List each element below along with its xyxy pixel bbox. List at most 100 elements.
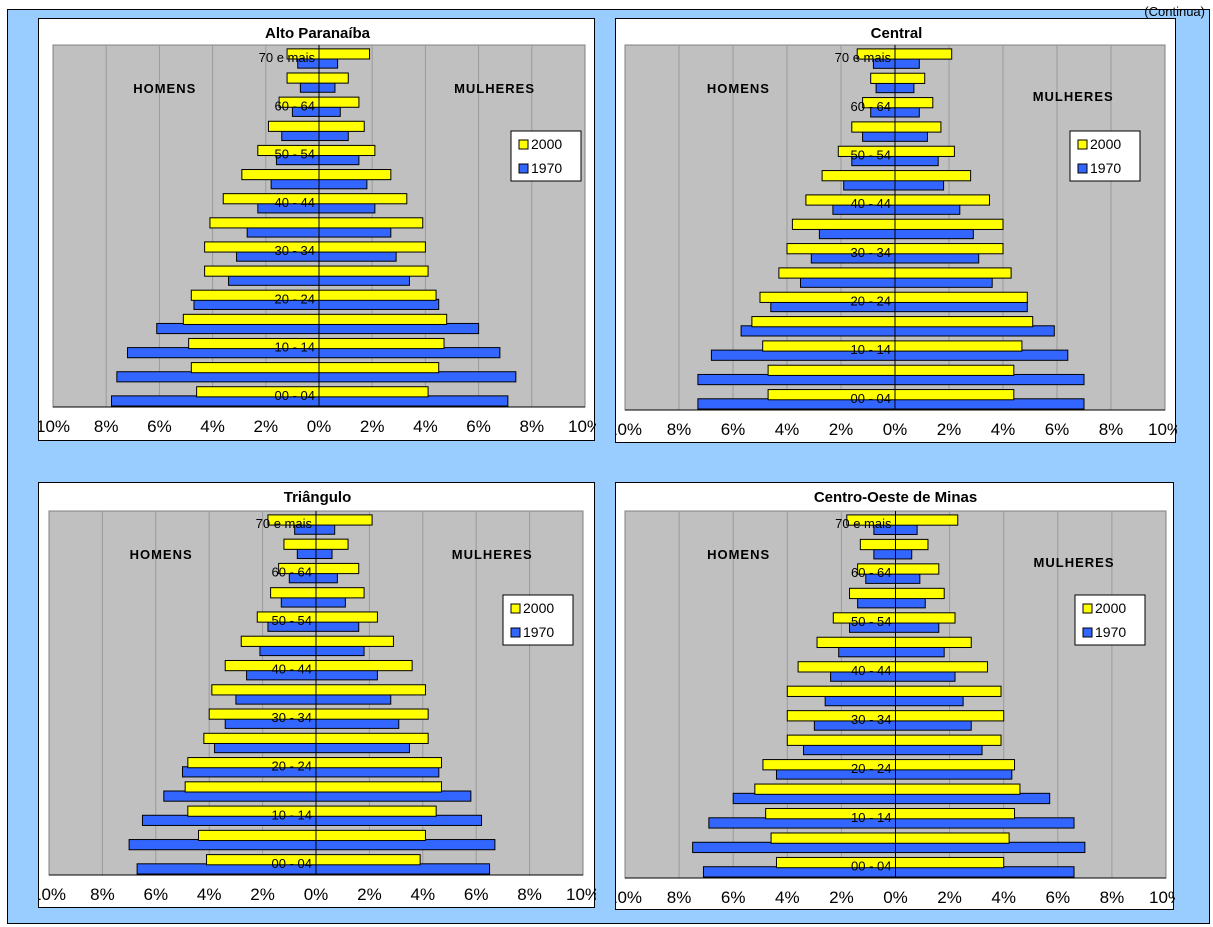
age-group-label: 60 - 64 (851, 565, 891, 580)
x-tick-label: 8% (1100, 888, 1125, 907)
bar-2000-men (286, 72, 320, 84)
legend: 2000 1970 (510, 130, 582, 182)
bar-2000-men (849, 587, 896, 600)
x-tick-label: 10% (616, 420, 642, 439)
bar-2000-women (315, 635, 394, 647)
bar-1970-women (315, 644, 365, 657)
bar-2000-women (895, 832, 1010, 844)
bar-1970-women (894, 106, 920, 118)
bar-1970-women (315, 547, 333, 560)
bar-2000-men (786, 734, 896, 746)
age-group-label: 10 - 14 (272, 807, 312, 822)
bar-1970-men (800, 276, 896, 288)
bar-2000-women (318, 120, 365, 132)
pyramid-panel-alto-paranaiba: Alto Paranaíba 00 - 04 10 - 14 20 - 24 30 - … (38, 18, 596, 441)
x-tick-label: 10% (616, 888, 642, 907)
bar-2000-women (895, 587, 945, 600)
pyramid-panel-central: Central 00 - 04 10 - 14 20 - 24 30 - 34 40 - … (615, 18, 1177, 443)
bar-2000-women (315, 732, 429, 744)
x-tick-label: 0% (883, 420, 908, 439)
bar-2000-women (894, 340, 1023, 352)
bar-2000-men (190, 362, 320, 374)
bar-1970-women (315, 814, 483, 826)
bar-2000-women (315, 538, 349, 550)
bar-2000-women (318, 362, 440, 374)
bar-2000-men (203, 732, 317, 744)
bar-2000-men (209, 217, 320, 229)
age-group-label: 40 - 44 (851, 196, 891, 211)
bar-2000-men (182, 313, 320, 325)
x-tick-label: 4% (413, 417, 438, 436)
bar-2000-men (184, 781, 317, 793)
bar-1970-women (318, 178, 368, 190)
x-tick-label: 8% (90, 885, 115, 904)
bar-2000-women (895, 856, 1005, 869)
bar-2000-women (894, 243, 1004, 255)
legend-swatch-2000 (518, 139, 529, 150)
bar-1970-women (315, 839, 496, 851)
bar-1970-women (895, 719, 972, 731)
x-tick-label: 8% (520, 417, 545, 436)
age-group-label: 20 - 24 (851, 293, 891, 308)
bar-2000-women (318, 265, 429, 277)
age-group-label: 70 e mais (835, 50, 892, 65)
bar-1970-men (873, 548, 896, 560)
bar-1970-women (894, 373, 1085, 386)
legend-label-1970: 1970 (523, 624, 554, 640)
legend-label-1970: 1970 (1095, 624, 1126, 640)
age-group-label: 00 - 04 (851, 391, 891, 406)
x-tick-label: 2% (829, 888, 854, 907)
bar-2000-men (816, 636, 896, 649)
bar-1970-women (895, 646, 945, 658)
bar-1970-women (318, 298, 440, 310)
bar-1970-women (894, 349, 1069, 361)
bar-1970-men (281, 129, 320, 142)
x-tick-label: 6% (147, 417, 172, 436)
bar-1970-men (862, 130, 896, 142)
age-group-label: 40 - 44 (275, 195, 315, 210)
x-tick-label: 8% (667, 420, 692, 439)
bar-1970-women (894, 252, 980, 264)
x-tick-label: 6% (464, 885, 489, 904)
age-group-label: 50 - 54 (851, 147, 891, 162)
age-group-label: 70 e mais (256, 516, 313, 531)
bar-1970-men (270, 178, 320, 190)
bar-1970-men (296, 547, 317, 560)
age-group-label: 40 - 44 (272, 662, 312, 677)
bar-1970-women (318, 202, 376, 214)
bar-2000-women (318, 169, 392, 181)
bar-2000-women (318, 289, 437, 301)
bar-1970-men (246, 226, 320, 238)
bar-2000-men (821, 170, 896, 182)
bar-2000-men (283, 538, 317, 550)
bar-1970-men (838, 646, 897, 658)
x-tick-label: 2% (250, 885, 275, 904)
x-tick-label: 8% (667, 888, 692, 907)
bar-1970-women (894, 203, 961, 215)
bar-2000-women (895, 710, 1005, 722)
x-tick-label: 2% (829, 420, 854, 439)
bar-2000-men (240, 635, 317, 647)
age-group-label: 10 - 14 (851, 342, 891, 357)
bar-1970-men (280, 596, 317, 608)
age-group-label: 00 - 04 (272, 856, 312, 871)
age-group-label: 10 - 14 (275, 340, 315, 355)
men-label: HOMENS (133, 81, 196, 96)
bar-2000-women (315, 587, 365, 599)
men-label: HOMENS (707, 547, 770, 562)
bar-2000-men (778, 267, 896, 279)
bar-2000-women (318, 72, 349, 84)
bar-2000-men (270, 587, 317, 599)
bar-2000-women (894, 291, 1028, 303)
bar-2000-women (894, 194, 990, 206)
legend-swatch-2000 (1077, 139, 1088, 150)
x-tick-label: 6% (466, 417, 491, 436)
bar-1970-women (894, 325, 1055, 337)
bar-2000-men (859, 538, 897, 551)
x-tick-label: 10% (1148, 420, 1177, 439)
bar-2000-women (318, 193, 408, 205)
bar-2000-women (315, 562, 360, 575)
bar-1970-women (315, 693, 392, 705)
x-tick-label: 10% (568, 417, 596, 436)
bar-2000-women (894, 218, 1004, 230)
